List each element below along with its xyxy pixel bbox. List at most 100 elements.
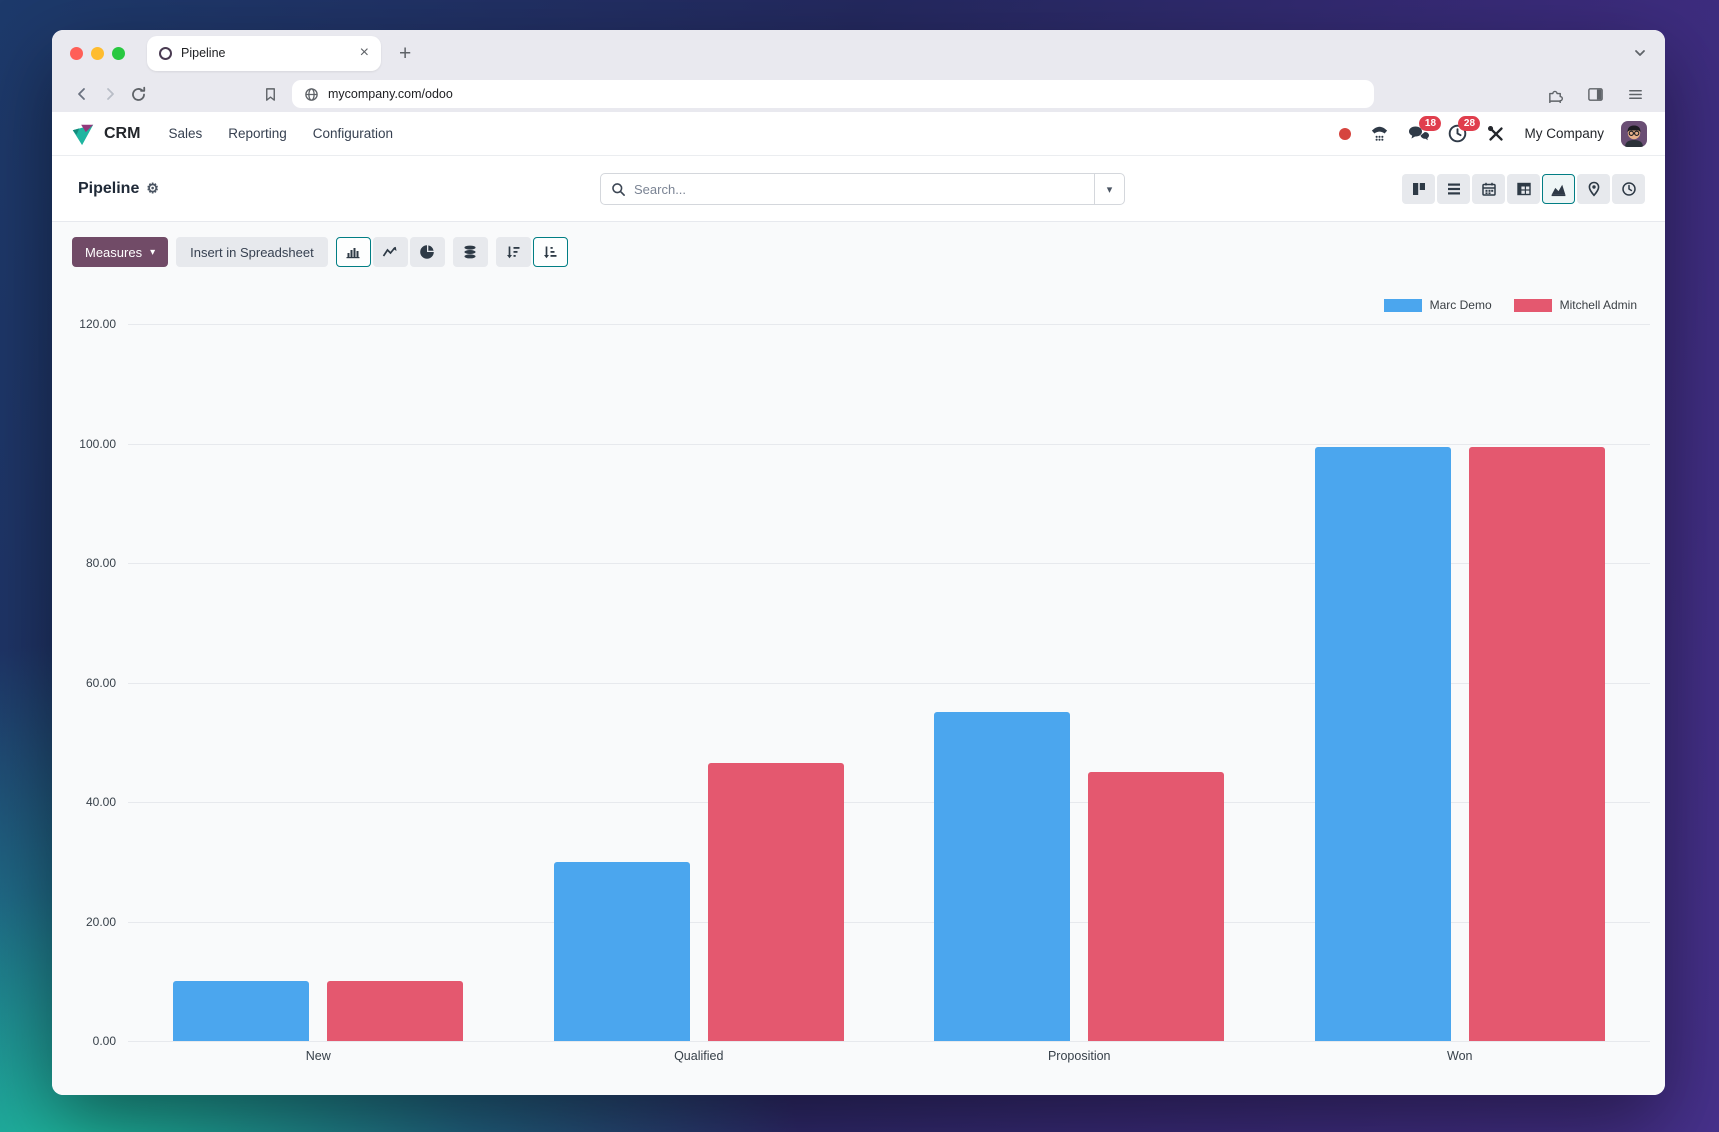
view-activity-button[interactable] bbox=[1612, 174, 1645, 204]
menu-sales[interactable]: Sales bbox=[168, 126, 203, 141]
measures-button[interactable]: Measures ▾ bbox=[72, 237, 169, 267]
bar-mitchell-admin-new[interactable] bbox=[327, 981, 464, 1041]
pie-chart-icon bbox=[420, 245, 434, 259]
browser-menu-icon[interactable] bbox=[1621, 80, 1649, 108]
bar-group-qualified bbox=[509, 324, 890, 1041]
x-tick-label: New bbox=[305, 1049, 331, 1063]
view-list-button[interactable] bbox=[1437, 174, 1470, 204]
y-tick-label: 80.00 bbox=[85, 556, 116, 570]
recording-indicator-icon bbox=[1339, 127, 1352, 140]
stacked-group bbox=[452, 237, 488, 267]
y-tick-label: 40.00 bbox=[85, 795, 116, 809]
new-tab-button[interactable]: + bbox=[399, 41, 412, 65]
debug-tools-icon[interactable] bbox=[1485, 123, 1507, 145]
browser-window: Pipeline × + mycompany.com/odoo bbox=[52, 30, 1665, 1095]
control-panel: Pipeline ⚙ ▾ bbox=[52, 156, 1665, 222]
y-tick-label: 20.00 bbox=[85, 914, 116, 929]
tab-close-icon[interactable]: × bbox=[359, 44, 369, 61]
sort-descending-button[interactable] bbox=[495, 237, 531, 267]
sort-ascending-button[interactable] bbox=[532, 237, 568, 267]
bar-mitchell-admin-proposition[interactable] bbox=[1088, 772, 1225, 1041]
tab-title: Pipeline bbox=[181, 46, 226, 60]
bar-chart-icon bbox=[346, 248, 360, 259]
tab-list-chevron-icon[interactable] bbox=[1633, 46, 1647, 60]
bookmark-icon[interactable] bbox=[256, 80, 284, 108]
search-icon bbox=[612, 182, 625, 196]
app-name: CRM bbox=[104, 124, 141, 142]
url-bar[interactable]: mycompany.com/odoo bbox=[292, 80, 1374, 108]
view-kanban-button[interactable] bbox=[1402, 174, 1435, 204]
forward-button[interactable] bbox=[96, 80, 124, 108]
x-tick-label: Qualified bbox=[674, 1049, 724, 1063]
sort-ascending-icon bbox=[544, 246, 557, 259]
browser-tab[interactable]: Pipeline × bbox=[147, 35, 381, 71]
user-avatar[interactable] bbox=[1621, 120, 1647, 147]
bar-group-new bbox=[128, 324, 509, 1041]
activity-clock-icon bbox=[1621, 182, 1636, 196]
messages-icon[interactable]: 18 bbox=[1407, 115, 1442, 145]
grid-line bbox=[128, 324, 1650, 325]
line-chart-button[interactable] bbox=[372, 237, 408, 267]
view-map-button[interactable] bbox=[1577, 174, 1610, 204]
view-graph-button[interactable] bbox=[1542, 174, 1575, 204]
grid-line bbox=[128, 921, 1650, 923]
company-name[interactable]: My Company bbox=[1524, 126, 1604, 141]
kanban-icon bbox=[1412, 183, 1425, 195]
y-tick-label: 100.00 bbox=[79, 436, 116, 451]
caret-down-icon: ▾ bbox=[150, 246, 156, 258]
maximize-window-button[interactable] bbox=[112, 46, 125, 60]
search-input[interactable] bbox=[626, 181, 1094, 197]
chart-legend: Marc Demo Mitchell Admin bbox=[1383, 298, 1637, 312]
stacked-toggle-button[interactable] bbox=[452, 237, 488, 267]
insert-in-spreadsheet-button[interactable]: Insert in Spreadsheet bbox=[176, 237, 328, 267]
grid-line bbox=[128, 802, 1650, 803]
grid-line bbox=[128, 563, 1650, 564]
chart-area: Marc Demo Mitchell Admin 120.00 100.00 80.0… bbox=[52, 272, 1665, 1095]
bar-chart-button[interactable] bbox=[335, 237, 371, 267]
menu-reporting[interactable]: Reporting bbox=[228, 126, 287, 141]
activities-clock-icon[interactable]: 28 bbox=[1446, 115, 1481, 145]
y-tick-label: 60.00 bbox=[85, 675, 116, 690]
odoo-navbar: CRM Sales Reporting Configuration 18 28 … bbox=[52, 112, 1665, 156]
minimize-window-button[interactable] bbox=[91, 46, 104, 60]
extensions-icon[interactable] bbox=[1541, 80, 1569, 108]
view-calendar-button[interactable] bbox=[1472, 174, 1505, 204]
legend-item[interactable]: Marc Demo bbox=[1383, 298, 1492, 312]
pivot-icon bbox=[1516, 182, 1531, 196]
bar-marc-demo-won[interactable] bbox=[1314, 446, 1451, 1041]
stack-icon bbox=[464, 245, 476, 259]
crm-app-logo bbox=[72, 124, 94, 145]
reload-button[interactable] bbox=[124, 80, 152, 108]
bar-mitchell-admin-won[interactable] bbox=[1468, 446, 1605, 1041]
back-button[interactable] bbox=[68, 80, 96, 108]
search-dropdown-toggle[interactable]: ▾ bbox=[1094, 174, 1124, 204]
app-switcher[interactable]: CRM bbox=[70, 121, 140, 147]
pie-chart-button[interactable] bbox=[409, 237, 445, 267]
browser-toolbar: mycompany.com/odoo bbox=[52, 76, 1665, 112]
map-pin-icon bbox=[1588, 181, 1599, 197]
list-icon bbox=[1447, 183, 1460, 195]
view-switcher bbox=[1402, 174, 1645, 204]
url-text: mycompany.com/odoo bbox=[328, 87, 453, 101]
graph-icon bbox=[1551, 184, 1566, 196]
sidebar-toggle-icon[interactable] bbox=[1581, 80, 1609, 108]
bar-marc-demo-proposition[interactable] bbox=[934, 712, 1071, 1041]
site-globe-icon bbox=[305, 87, 318, 101]
legend-swatch bbox=[1383, 298, 1422, 312]
settings-gear-icon[interactable]: ⚙ bbox=[146, 180, 159, 196]
bar-marc-demo-qualified[interactable] bbox=[553, 861, 690, 1041]
messages-badge: 18 bbox=[1419, 115, 1442, 131]
menu-configuration[interactable]: Configuration bbox=[312, 126, 394, 141]
bar-marc-demo-new[interactable] bbox=[173, 981, 310, 1041]
calendar-icon bbox=[1481, 182, 1496, 196]
legend-item[interactable]: Mitchell Admin bbox=[1513, 298, 1637, 312]
legend-label: Mitchell Admin bbox=[1559, 298, 1637, 312]
close-window-button[interactable] bbox=[70, 46, 83, 60]
softphone-icon[interactable] bbox=[1368, 123, 1390, 145]
bar-mitchell-admin-qualified[interactable] bbox=[707, 763, 844, 1041]
chart-groups bbox=[128, 324, 1650, 1041]
grid-line bbox=[128, 443, 1650, 445]
view-pivot-button[interactable] bbox=[1507, 174, 1540, 204]
measures-label: Measures bbox=[85, 244, 143, 260]
